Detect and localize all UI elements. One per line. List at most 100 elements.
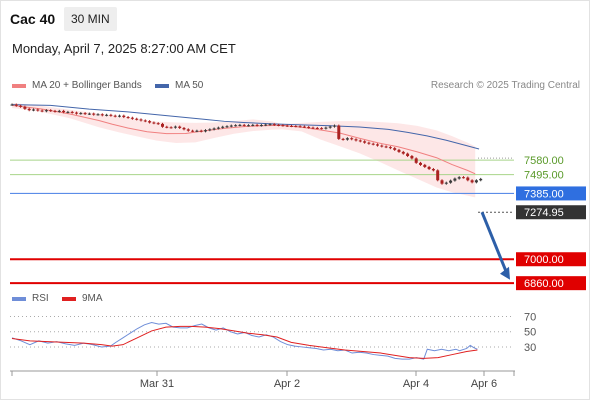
candle-body	[191, 130, 195, 132]
forecast-arrow-shaft	[480, 211, 509, 275]
candle-body	[251, 124, 255, 126]
rsi-panel: 70 50 30	[10, 311, 536, 360]
candle-body	[345, 138, 349, 140]
candle-body	[427, 166, 431, 169]
candle-body	[423, 164, 427, 167]
candle-body	[444, 182, 448, 184]
support-label: 7000.00	[524, 254, 564, 266]
candle-body	[393, 148, 397, 150]
candle-body	[247, 125, 250, 127]
candle-body	[199, 130, 203, 132]
rsi-line	[11, 322, 478, 360]
candle-body	[371, 143, 375, 145]
candle-body	[277, 124, 281, 126]
candle-body	[14, 104, 18, 106]
candle-body	[449, 180, 453, 183]
ma50-swatch	[155, 83, 169, 88]
candle-body	[401, 151, 405, 154]
legend-ma20-label: MA 20 + Bollinger Bands	[32, 80, 142, 91]
rsi-tick-label: 30	[524, 342, 536, 354]
candle-body	[320, 128, 324, 130]
candle-body	[169, 127, 173, 129]
pivot-label-box	[516, 186, 586, 201]
candle-body	[118, 115, 121, 117]
candle-body	[148, 121, 152, 123]
candle-body	[156, 123, 160, 125]
candle-body	[49, 110, 53, 112]
candle-body	[462, 177, 465, 179]
research-credit: Research © 2025 Trading Central	[430, 80, 580, 91]
level-labels[interactable]: 7580.00 7495.00 7385.00 7274.95 7000.00 6860.…	[516, 155, 586, 291]
candle-body	[410, 156, 414, 159]
legend-rsi: RSI	[12, 293, 49, 304]
candle-body	[419, 162, 422, 165]
candle-body	[100, 114, 104, 116]
candle-body	[229, 125, 233, 127]
candle-body	[70, 111, 74, 113]
resistance-label: 7495.00	[524, 170, 564, 182]
timeframe-badge[interactable]: 30 MIN	[64, 7, 117, 31]
candle-body	[397, 149, 401, 152]
candle-body	[333, 125, 336, 127]
candle-body	[75, 112, 78, 114]
legend-9ma: 9MA	[62, 293, 103, 304]
candle-body	[66, 111, 70, 113]
legend-rsi-label: RSI	[32, 293, 49, 304]
candle-body	[165, 126, 169, 128]
candle-body	[238, 124, 242, 126]
candle-body	[109, 114, 113, 116]
candle-body	[466, 177, 470, 181]
candle-body	[62, 110, 66, 113]
resistance-label: 7580.00	[524, 155, 564, 167]
candle-body	[384, 146, 388, 148]
candle-body	[182, 127, 186, 130]
candle-body	[173, 126, 177, 128]
time-tick-label: Mar 31	[140, 378, 174, 390]
candle-body	[298, 126, 302, 128]
time-tick-label: Apr 4	[403, 378, 429, 390]
candle-body	[221, 126, 225, 128]
ma20-swatch	[12, 83, 26, 88]
candle-body	[139, 119, 143, 121]
candle-body	[161, 123, 164, 127]
candle-body	[388, 147, 392, 149]
candle-body	[311, 127, 315, 129]
rsi-tick-label: 70	[524, 311, 536, 323]
candle-body	[135, 118, 139, 120]
candle-body	[268, 124, 272, 126]
candle-body	[204, 130, 207, 132]
candle-body	[328, 126, 332, 128]
candle-body	[285, 125, 289, 127]
forecast-arrow-head	[500, 266, 510, 280]
candle-body	[126, 117, 130, 119]
candle-body	[453, 178, 457, 181]
candle-body	[358, 140, 362, 142]
candle-body	[57, 110, 61, 112]
legend-ma50-label: MA 50	[175, 80, 204, 91]
time-axis: Mar 31 Apr 2 Apr 4 Apr 6	[10, 370, 515, 390]
candle-body	[83, 113, 87, 115]
ma9-swatch	[62, 296, 76, 301]
candle-body	[354, 139, 358, 141]
candle-body	[272, 124, 276, 126]
last-price-box	[516, 205, 586, 220]
candle-body	[302, 126, 306, 128]
support-label: 6860.00	[524, 278, 564, 290]
candle-body	[290, 125, 293, 127]
candle-body	[367, 142, 371, 144]
rsi-tick-label: 50	[524, 327, 536, 339]
candle-body	[341, 138, 345, 140]
candle-body	[195, 130, 199, 132]
legend-ma20: MA 20 + Bollinger Bands	[12, 80, 142, 91]
candle-body	[350, 138, 354, 140]
candle-body	[406, 153, 410, 157]
time-tick-label: Apr 6	[471, 378, 497, 390]
candle-body	[431, 168, 435, 171]
candle-body	[264, 124, 268, 126]
candle-body	[113, 115, 117, 117]
candle-body	[474, 180, 478, 183]
support-label-box	[516, 252, 586, 267]
candle-body	[19, 105, 23, 107]
candle-body	[143, 120, 147, 122]
candle-body	[27, 108, 31, 111]
